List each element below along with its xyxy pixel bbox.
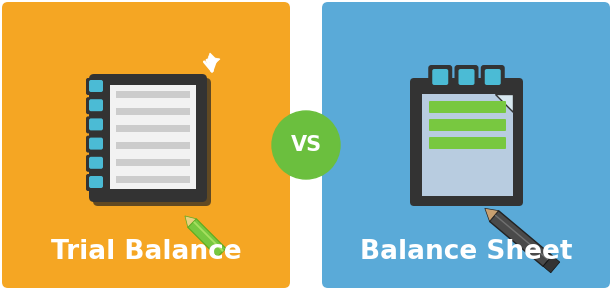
Polygon shape [188, 219, 226, 257]
FancyBboxPatch shape [422, 94, 513, 196]
FancyBboxPatch shape [86, 97, 106, 114]
FancyBboxPatch shape [86, 78, 106, 95]
Text: VS: VS [291, 135, 321, 155]
Polygon shape [185, 216, 196, 227]
FancyBboxPatch shape [428, 65, 452, 89]
FancyBboxPatch shape [86, 116, 106, 133]
Polygon shape [490, 211, 552, 266]
FancyBboxPatch shape [116, 108, 190, 115]
FancyBboxPatch shape [89, 137, 103, 150]
Polygon shape [485, 208, 499, 221]
FancyBboxPatch shape [458, 69, 474, 85]
FancyBboxPatch shape [89, 99, 103, 111]
FancyBboxPatch shape [116, 142, 190, 149]
FancyBboxPatch shape [89, 157, 103, 169]
Text: Balance Sheet: Balance Sheet [360, 239, 572, 265]
FancyBboxPatch shape [93, 78, 211, 206]
Polygon shape [193, 221, 224, 252]
FancyBboxPatch shape [89, 80, 103, 92]
FancyBboxPatch shape [89, 74, 207, 202]
Text: Trial Balance: Trial Balance [51, 239, 241, 265]
FancyBboxPatch shape [86, 174, 106, 191]
FancyBboxPatch shape [86, 155, 106, 172]
FancyBboxPatch shape [410, 78, 523, 206]
FancyBboxPatch shape [89, 176, 103, 188]
Polygon shape [543, 255, 560, 273]
FancyBboxPatch shape [429, 137, 506, 149]
Polygon shape [494, 214, 549, 260]
FancyBboxPatch shape [86, 136, 106, 153]
FancyBboxPatch shape [116, 91, 190, 98]
FancyBboxPatch shape [432, 69, 448, 85]
FancyBboxPatch shape [116, 125, 190, 132]
Polygon shape [495, 94, 513, 112]
FancyBboxPatch shape [116, 176, 190, 183]
FancyBboxPatch shape [153, 85, 196, 189]
Polygon shape [207, 53, 220, 69]
FancyBboxPatch shape [110, 85, 196, 189]
FancyBboxPatch shape [116, 159, 190, 166]
FancyBboxPatch shape [322, 2, 610, 288]
FancyBboxPatch shape [455, 65, 479, 89]
FancyBboxPatch shape [89, 118, 103, 130]
Circle shape [272, 111, 340, 179]
FancyBboxPatch shape [2, 2, 290, 288]
FancyBboxPatch shape [429, 119, 506, 131]
FancyBboxPatch shape [429, 101, 506, 113]
FancyBboxPatch shape [485, 69, 501, 85]
FancyBboxPatch shape [481, 65, 505, 89]
